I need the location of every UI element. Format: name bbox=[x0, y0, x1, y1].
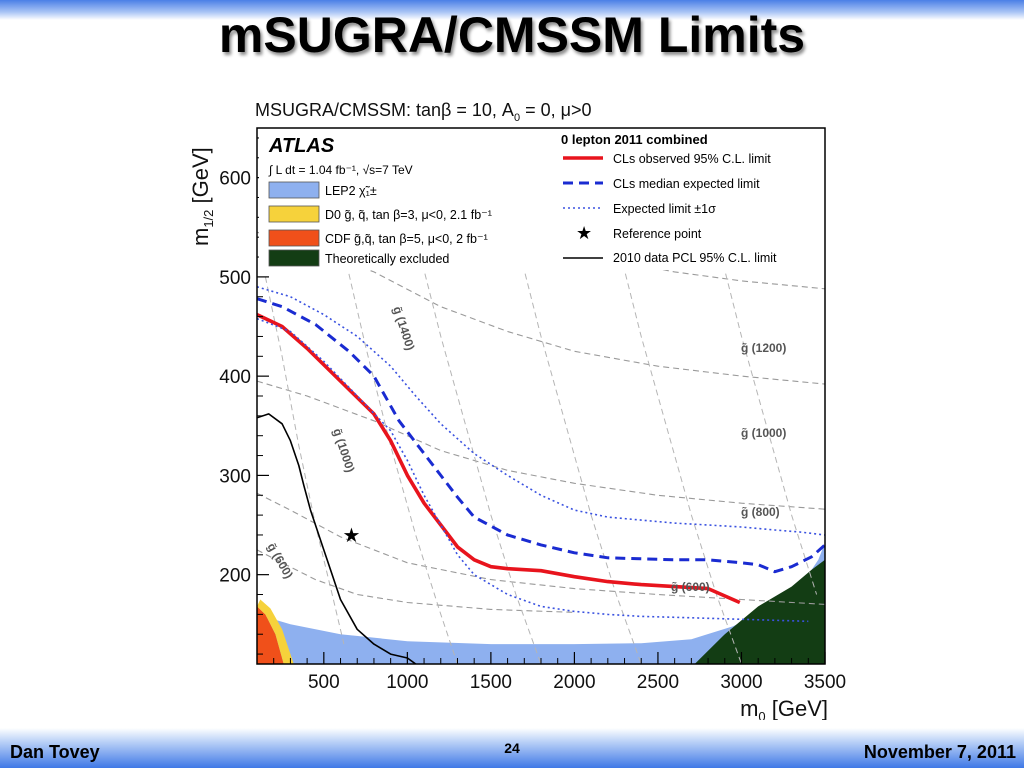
y-axis-label: m1/2 [GeV] bbox=[188, 147, 216, 246]
legend-right: 0 lepton 2011 combined CLs observed 95% … bbox=[561, 132, 777, 265]
cdf-excluded-region bbox=[257, 606, 284, 664]
theory-excluded-region bbox=[694, 559, 825, 664]
bottom-gradient-band bbox=[0, 728, 1024, 768]
d0-excluded-region bbox=[257, 599, 294, 664]
gluino-contour-label: g̃ (1000) bbox=[741, 426, 786, 440]
x-tick-label: 3000 bbox=[720, 672, 762, 693]
x-axis-label: m0 [GeV] bbox=[740, 696, 828, 720]
x-tick-label: 500 bbox=[308, 672, 340, 693]
legend-left: LEP2 χ̃₁± D0 g̃, q̃, tan β=3, μ<0, 2.1 f… bbox=[268, 181, 492, 267]
footer-date: November 7, 2011 bbox=[863, 742, 1016, 762]
legend-label-pcl: 2010 data PCL 95% C.L. limit bbox=[613, 251, 777, 265]
limit-curves bbox=[257, 286, 825, 664]
gluino-contour-line bbox=[257, 380, 825, 510]
legend-label-reference: Reference point bbox=[613, 227, 702, 241]
x-tick-label: 2500 bbox=[637, 672, 679, 693]
y-tick-label: 200 bbox=[219, 566, 251, 587]
series-line bbox=[257, 317, 809, 623]
x-tick-label: 1000 bbox=[386, 672, 428, 693]
legend-label-theory: Theoretically excluded bbox=[325, 252, 449, 266]
gluino-contour-label: g̃ (600) bbox=[671, 580, 710, 594]
gluino-contour-label: g̃ (1200) bbox=[741, 341, 786, 355]
gluino-contour-label: g̃ (800) bbox=[741, 505, 780, 519]
series-line bbox=[257, 297, 825, 574]
legend-label-cdf: CDF g̃,q̃, tan β=5, μ<0, 2 fb⁻¹ bbox=[325, 232, 488, 246]
top-gradient-band bbox=[0, 0, 1024, 20]
gluino-contour-line bbox=[257, 231, 825, 385]
squark-contour-line bbox=[264, 276, 345, 645]
x-tick-label: 2000 bbox=[553, 672, 595, 693]
atlas-label: ATLAS bbox=[268, 135, 335, 157]
legend-label-lep2: LEP2 χ̃₁± bbox=[325, 184, 377, 198]
atlas-exclusion-figure: MSUGRA/CMSSM: tanβ = 10, A0 = 0, μ>0 ★ g… bbox=[183, 86, 853, 724]
y-tick-label: 400 bbox=[219, 367, 251, 388]
excluded-regions bbox=[257, 542, 825, 664]
luminosity-label: ∫ L dt = 1.04 fb⁻¹, √s=7 TeV bbox=[268, 163, 413, 177]
gluino-contour-line bbox=[257, 549, 575, 613]
page-number: 24 bbox=[504, 740, 520, 756]
legend-label-observed: CLs observed 95% C.L. limit bbox=[613, 152, 771, 166]
y-tick-label: 300 bbox=[219, 466, 251, 487]
legend-swatch-cdf bbox=[268, 229, 320, 247]
legend-swatch-lep2 bbox=[268, 181, 320, 199]
reference-point-layer: ★ bbox=[343, 525, 361, 547]
x-tick-label: 3500 bbox=[804, 672, 846, 693]
gluino-contour-line bbox=[257, 492, 825, 605]
footer-author: Dan Tovey bbox=[10, 742, 100, 762]
y-tick-label: 600 bbox=[219, 169, 251, 190]
series-line bbox=[257, 413, 417, 664]
exclusion-plot: MSUGRA/CMSSM: tanβ = 10, A0 = 0, μ>0 ★ g… bbox=[188, 100, 846, 724]
legend-label-expected: CLs median expected limit bbox=[613, 177, 760, 191]
slide-title: mSUGRA/CMSSM Limits bbox=[218, 7, 806, 63]
reference-point-marker: ★ bbox=[343, 525, 361, 547]
plot-title: MSUGRA/CMSSM: tanβ = 10, A0 = 0, μ>0 bbox=[255, 100, 592, 124]
series-line bbox=[257, 312, 741, 605]
y-tick-label: 500 bbox=[219, 268, 251, 289]
legend-swatch-d0 bbox=[268, 205, 320, 223]
legend-label-d0: D0 g̃, q̃, tan β=3, μ<0, 2.1 fb⁻¹ bbox=[325, 208, 492, 222]
legend-swatch-theory bbox=[268, 249, 320, 267]
x-tick-label: 1500 bbox=[470, 672, 512, 693]
legend-star-icon: ★ bbox=[576, 223, 592, 243]
legend-label-sigma: Expected limit ±1σ bbox=[613, 202, 716, 216]
legend-header: 0 lepton 2011 combined bbox=[561, 132, 708, 147]
axes: 500 1000 1500 2000 2500 3000 3500 200 300 400 500 6… bbox=[219, 137, 846, 693]
legend-background bbox=[259, 130, 823, 270]
